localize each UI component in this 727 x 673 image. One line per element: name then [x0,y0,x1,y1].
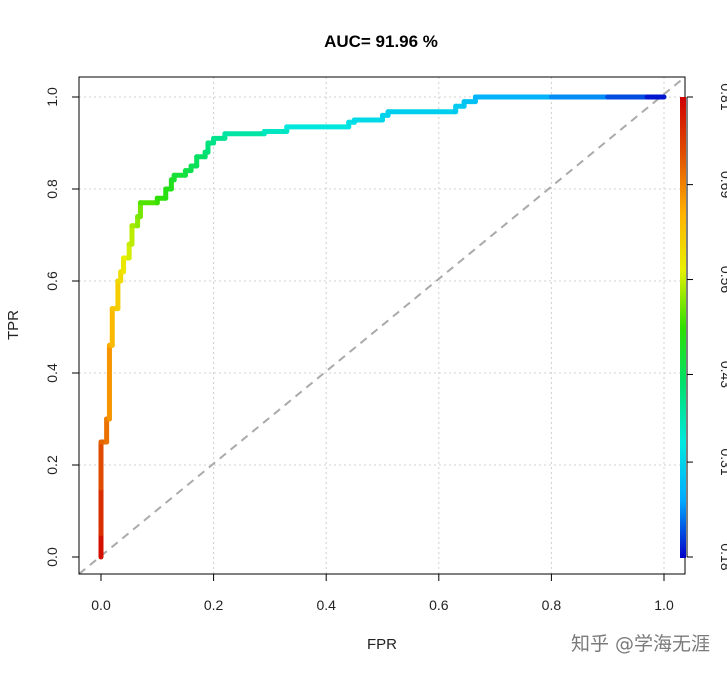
y-axis: 0.0 0.2 0.4 0.6 0.8 1.0 [44,87,80,567]
colorbar-tick-label: 0.81 [718,83,727,110]
diagonal-reference-line [78,76,686,575]
x-tick-label: 0.0 [91,597,111,613]
x-tick-label: 0.6 [429,597,449,613]
colorbar-axis: 0.18 0.31 0.43 0.56 0.69 0.81 [686,83,727,571]
y-tick-label: 0.4 [44,363,60,383]
colorbar [680,97,686,558]
roc-curve [98,94,667,560]
x-axis-title: FPR [367,636,397,653]
x-tick-label: 0.2 [204,597,224,613]
watermark-text: 知乎 @学海无涯 [571,633,710,655]
x-axis: 0.0 0.2 0.4 0.6 0.8 1.0 [91,573,674,613]
y-tick-label: 0.0 [44,547,60,567]
colorbar-tick-label: 0.31 [718,448,727,475]
colorbar-tick-label: 0.18 [718,543,727,570]
y-tick-label: 1.0 [44,87,60,107]
x-tick-label: 1.0 [654,597,674,613]
colorbar-tick-label: 0.69 [718,171,727,198]
chart-title: AUC= 91.96 % [324,32,438,51]
y-tick-label: 0.6 [44,271,60,291]
y-tick-label: 0.8 [44,179,60,199]
colorbar-tick-label: 0.43 [718,361,727,388]
x-tick-label: 0.4 [316,597,336,613]
colorbar-tick-label: 0.56 [718,266,727,293]
y-axis-title: TPR [5,310,22,340]
x-tick-label: 0.8 [542,597,562,613]
y-tick-label: 0.2 [44,455,60,475]
